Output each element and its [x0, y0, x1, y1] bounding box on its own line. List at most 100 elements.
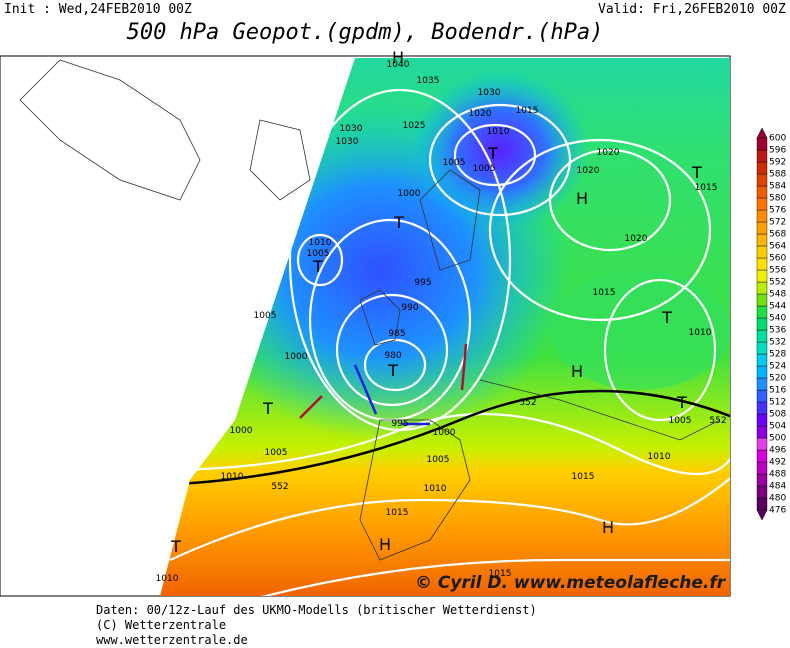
colorbar-label: 516 — [769, 386, 786, 396]
colorbar-label: 600 — [769, 134, 786, 144]
colorbar-box — [756, 173, 768, 187]
colorbar-box — [756, 149, 768, 163]
pressure-center: H — [571, 362, 583, 381]
colorbar-box — [756, 197, 768, 211]
isobar-label: 1005 — [307, 249, 330, 259]
isobar-label: 1030 — [336, 137, 359, 147]
isobar-label: 1030 — [340, 124, 363, 134]
coastlines — [19, 59, 721, 561]
isobar-label: 1020 — [577, 166, 600, 176]
colorbar-box — [756, 305, 768, 319]
colorbar-label: 540 — [769, 314, 786, 324]
colorbar-label: 560 — [769, 254, 786, 264]
colorbar-label: 480 — [769, 494, 786, 504]
pressure-center: T — [262, 399, 273, 418]
colorbar-box — [756, 461, 768, 475]
colorbar-box — [756, 449, 768, 463]
colorbar-label: 584 — [769, 182, 786, 192]
colorbar-box — [756, 341, 768, 355]
colorbar-label: 484 — [769, 482, 786, 492]
colorbar-label: 504 — [769, 422, 786, 432]
pressure-center: T — [393, 213, 404, 232]
colorbar-label: 500 — [769, 434, 786, 444]
isobar-label: 1010 — [487, 127, 510, 137]
pressure-center: T — [312, 257, 323, 276]
watermark: © Cyril D. www.meteolafleche.fr — [415, 573, 727, 593]
colorbar-label: 508 — [769, 410, 786, 420]
isobar-label: 1030 — [478, 88, 501, 98]
isobar-label: 980 — [384, 351, 401, 361]
colorbar-label: 512 — [769, 398, 786, 408]
valid-time: Valid: Fri,26FEB2010 00Z — [598, 2, 786, 17]
colorbar-box — [756, 293, 768, 307]
isobar-label: 1020 — [625, 234, 648, 244]
isobar-label: 1010 — [156, 574, 179, 584]
isobar-label: 1000 — [433, 428, 456, 438]
colorbar-label: 580 — [769, 194, 786, 204]
colorbar-label: 536 — [769, 326, 786, 336]
colorbar-label: 576 — [769, 206, 786, 216]
isobar-label: 1010 — [309, 238, 332, 248]
colorbar-label: 564 — [769, 242, 786, 252]
colorbar-label: 488 — [769, 470, 786, 480]
isobar-label: 1015 — [386, 508, 409, 518]
colorbar-box — [756, 425, 768, 439]
colorbar-label: 592 — [769, 158, 786, 168]
colorbar-label: 496 — [769, 446, 786, 456]
isobar-label: 1015 — [695, 183, 718, 193]
colorbar-box — [756, 209, 768, 223]
isobar-label: 1000 — [398, 189, 421, 199]
footer-line: Daten: 00/12z-Lauf des UKMO-Modells (bri… — [96, 603, 537, 617]
pressure-center: T — [170, 537, 181, 556]
isobar-label: 1005 — [427, 455, 450, 465]
pressure-center: T — [676, 393, 687, 412]
footer-line: (C) Wetterzentrale — [96, 618, 226, 632]
isobar-label: 1025 — [403, 121, 426, 131]
colorbar-label: 556 — [769, 266, 786, 276]
isobar-label: 1010 — [648, 452, 671, 462]
pressure-center: T — [661, 308, 672, 327]
pressure-center: H — [379, 535, 391, 554]
pressure-center: H — [576, 189, 588, 208]
isobar-label: 995 — [414, 278, 431, 288]
colorbar-box — [756, 221, 768, 235]
colorbar-label: 492 — [769, 458, 786, 468]
isobar-label: 1015 — [593, 288, 616, 298]
isobar-label: 1020 — [469, 109, 492, 119]
colorbar-cap — [756, 509, 768, 521]
map-title: 500 hPa Geopot.(gpdm), Bodendr.(hPa) — [127, 20, 604, 45]
colorbar-label: 552 — [769, 278, 786, 288]
flow-arrows — [299, 343, 468, 426]
colorbar-label: 588 — [769, 170, 786, 180]
init-time: Init : Wed,24FEB2010 00Z — [4, 2, 192, 17]
colorbar-box — [756, 401, 768, 415]
isobar-label: 1040 — [387, 60, 410, 70]
pressure-center: T — [691, 163, 702, 182]
isobar-label: 1020 — [597, 148, 620, 158]
isobar-label: 1000 — [230, 426, 253, 436]
isobar-label: 1005 — [669, 416, 692, 426]
colorbar-label: 544 — [769, 302, 786, 312]
colorbar-cap — [756, 127, 768, 139]
isobar-label: 1005 — [265, 448, 288, 458]
colorbar-box — [756, 281, 768, 295]
colorbar-label: 476 — [769, 506, 786, 516]
colorbar-label: 532 — [769, 338, 786, 348]
pressure-center: H — [602, 518, 614, 537]
colorbar-box — [756, 317, 768, 331]
colorbar-box — [756, 485, 768, 499]
colorbar-label: 572 — [769, 218, 786, 228]
isobar-label: 552 — [709, 416, 726, 426]
colorbar-box — [756, 233, 768, 247]
isobar-label: 985 — [388, 329, 405, 339]
isobar-label: 1010 — [689, 328, 712, 338]
colorbar-box — [756, 389, 768, 403]
colorbar-box — [756, 473, 768, 487]
colorbar-label: 520 — [769, 374, 786, 384]
colorbar-box — [756, 161, 768, 175]
isobar-label: 990 — [401, 303, 418, 313]
isobar-label: 995 — [391, 419, 408, 429]
isobar-label: 1005 — [473, 164, 496, 174]
colorbar-box — [756, 497, 768, 511]
